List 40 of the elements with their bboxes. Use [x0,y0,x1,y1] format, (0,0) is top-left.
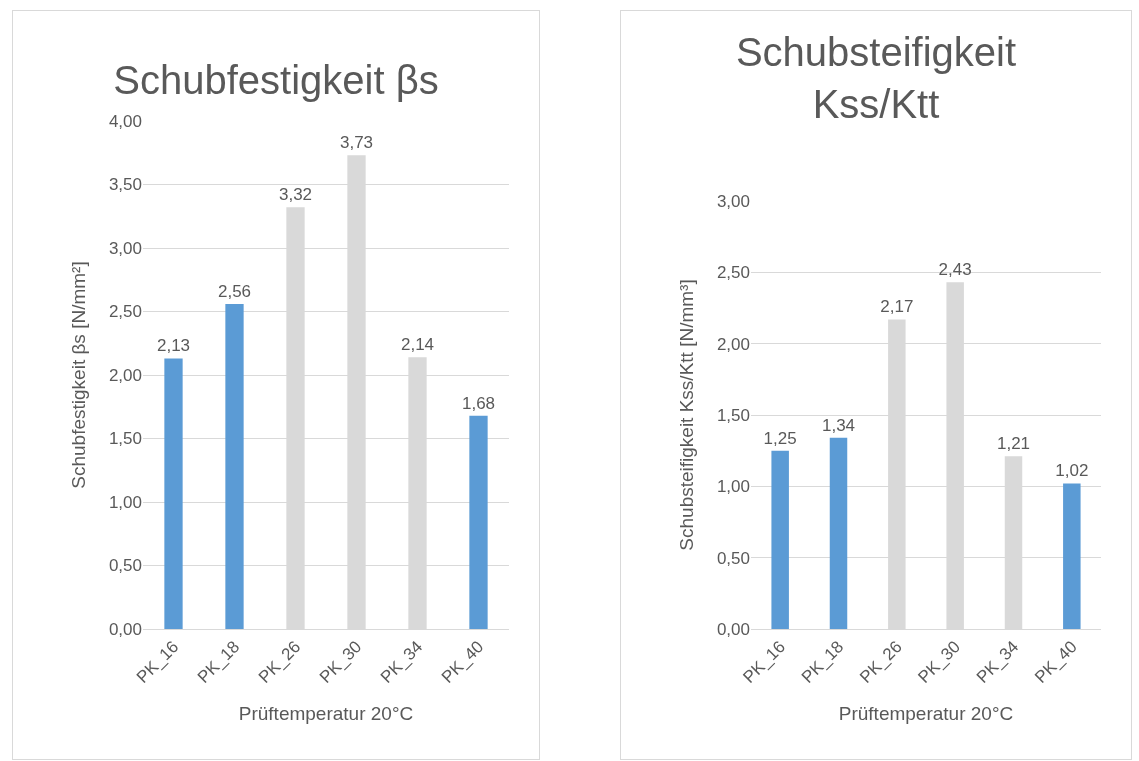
y-tick-label: 0,50 [108,556,142,576]
y-axis-title: Schubsteifigkeit Kss/Ktt [N/mm³] [675,279,697,551]
y-tick-label: 0,50 [716,548,750,568]
bar [771,450,789,629]
data-label: 2,43 [938,260,972,280]
data-label: 1,68 [461,393,496,413]
data-label: 1,02 [1055,461,1089,481]
y-tick-label: 0,00 [716,619,750,639]
bar [1063,483,1081,629]
data-label: 2,14 [400,335,435,355]
data-label: 3,73 [339,133,374,153]
data-label: 2,56 [217,281,252,301]
y-tick-label: 3,00 [108,238,142,258]
bar [225,303,244,629]
x-axis-title: Prüftemperatur 20°C [838,702,1014,724]
y-tick-label: 2,50 [716,263,750,283]
bar [469,415,488,629]
data-label: 3,32 [278,185,313,205]
y-tick-label: 4,00 [108,111,142,131]
y-tick-label: 3,00 [716,191,750,211]
chart-title: Schubsteifigkeit Kss/Ktt [735,30,1017,127]
y-tick-label: 1,00 [716,477,750,497]
data-label: 1,25 [763,428,797,448]
y-tick-label: 1,00 [108,492,142,512]
y-tick-label: 0,00 [108,619,142,639]
y-tick-label: 1,50 [108,429,142,449]
y-axis-title: Schubfestigkeit βs [N/mm²] [67,261,89,489]
y-tick-label: 3,50 [108,175,142,195]
data-label: 1,21 [996,434,1031,454]
bar [164,358,183,629]
x-axis-title: Prüftemperatur 20°C [238,702,414,724]
bar [829,437,848,629]
y-tick-label: 2,00 [108,365,142,385]
data-label: 2,17 [880,297,914,317]
chart-title: Schubfestigkeit βs [113,58,439,103]
y-tick-label: 1,50 [716,405,750,425]
data-label: 2,13 [156,336,191,356]
data-label: 1,34 [821,415,856,435]
y-tick-label: 2,00 [716,334,750,354]
y-tick-label: 2,50 [108,302,142,322]
